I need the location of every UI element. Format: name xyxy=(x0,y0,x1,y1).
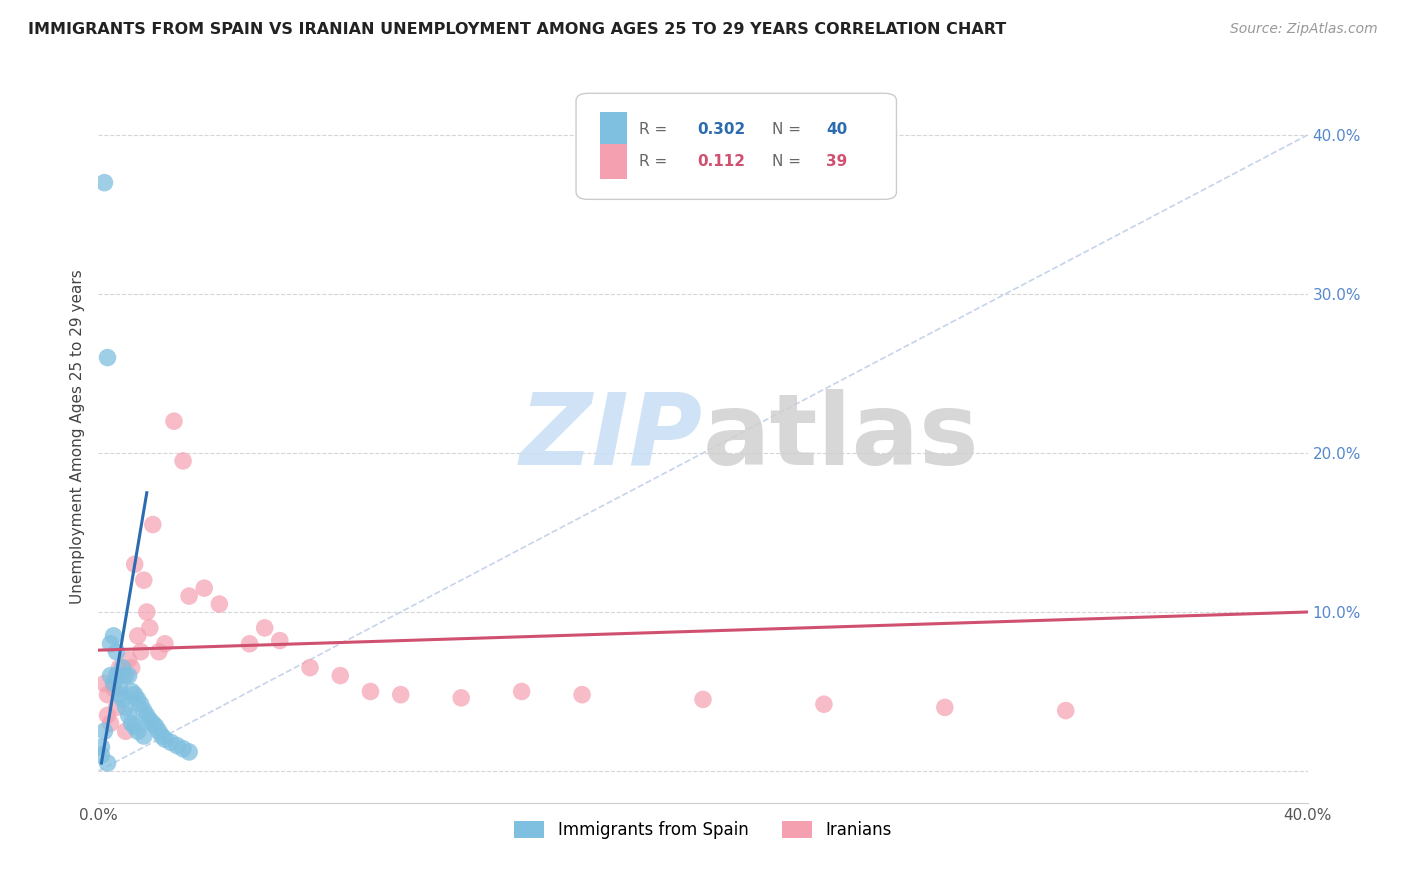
Point xyxy=(179,589,201,603)
Point xyxy=(105,645,128,659)
Point xyxy=(124,688,146,702)
Point xyxy=(108,688,131,702)
Point xyxy=(510,684,533,698)
Point xyxy=(148,645,170,659)
Point xyxy=(153,732,176,747)
Point xyxy=(132,704,155,718)
Text: N =: N = xyxy=(772,121,806,136)
Y-axis label: Unemployment Among Ages 25 to 29 years: Unemployment Among Ages 25 to 29 years xyxy=(69,269,84,605)
Point xyxy=(450,690,472,705)
Point xyxy=(934,700,956,714)
Point xyxy=(90,740,112,755)
Text: ZIP: ZIP xyxy=(520,389,703,485)
Point xyxy=(129,645,152,659)
Point xyxy=(193,581,215,595)
Point xyxy=(105,668,128,682)
Point xyxy=(93,676,115,690)
Point xyxy=(179,745,201,759)
Point xyxy=(108,681,131,696)
Point xyxy=(139,621,162,635)
Point xyxy=(100,668,122,682)
Point xyxy=(93,176,115,190)
Point xyxy=(813,697,835,711)
Point xyxy=(111,668,134,682)
Point xyxy=(100,637,122,651)
Point xyxy=(129,697,152,711)
Point xyxy=(118,653,141,667)
Point xyxy=(127,692,149,706)
Text: 40: 40 xyxy=(827,121,848,136)
Point xyxy=(269,633,291,648)
Text: IMMIGRANTS FROM SPAIN VS IRANIAN UNEMPLOYMENT AMONG AGES 25 TO 29 YEARS CORRELAT: IMMIGRANTS FROM SPAIN VS IRANIAN UNEMPLO… xyxy=(28,22,1007,37)
Text: atlas: atlas xyxy=(703,389,980,485)
Point xyxy=(153,637,176,651)
Text: R =: R = xyxy=(638,153,676,169)
Point xyxy=(114,668,136,682)
Point xyxy=(105,700,128,714)
Point xyxy=(145,719,167,733)
Point xyxy=(121,716,143,731)
Point xyxy=(135,708,157,723)
Point xyxy=(127,724,149,739)
Point xyxy=(172,454,194,468)
Point xyxy=(142,716,165,731)
Point xyxy=(96,756,118,770)
Point xyxy=(121,660,143,674)
Point xyxy=(150,729,173,743)
Point xyxy=(135,605,157,619)
Point xyxy=(90,748,112,763)
Point xyxy=(360,684,382,698)
Point xyxy=(166,739,188,753)
Text: 39: 39 xyxy=(827,153,848,169)
Point xyxy=(114,700,136,714)
Point xyxy=(111,660,134,674)
Point xyxy=(96,688,118,702)
Point xyxy=(114,724,136,739)
Point xyxy=(108,660,131,674)
Point xyxy=(132,729,155,743)
Point xyxy=(172,741,194,756)
FancyBboxPatch shape xyxy=(600,144,627,179)
Point xyxy=(103,681,125,696)
Point xyxy=(571,688,593,702)
Point xyxy=(1054,704,1077,718)
Point xyxy=(118,708,141,723)
Point xyxy=(692,692,714,706)
Text: 0.112: 0.112 xyxy=(697,153,745,169)
Point xyxy=(208,597,231,611)
Point xyxy=(239,637,262,651)
Point xyxy=(253,621,276,635)
Point xyxy=(124,719,146,733)
Point xyxy=(96,708,118,723)
Text: N =: N = xyxy=(772,153,806,169)
Point xyxy=(139,713,162,727)
Point xyxy=(142,517,165,532)
Point xyxy=(160,735,183,749)
Point xyxy=(132,573,155,587)
Point xyxy=(148,724,170,739)
Point xyxy=(124,558,146,572)
Text: 0.302: 0.302 xyxy=(697,121,745,136)
FancyBboxPatch shape xyxy=(600,112,627,146)
Point xyxy=(111,692,134,706)
Point xyxy=(389,688,412,702)
Point xyxy=(93,724,115,739)
Point xyxy=(118,668,141,682)
Point xyxy=(103,676,125,690)
FancyBboxPatch shape xyxy=(576,94,897,200)
Point xyxy=(103,629,125,643)
Point xyxy=(121,684,143,698)
Point xyxy=(127,629,149,643)
Point xyxy=(299,660,322,674)
Text: R =: R = xyxy=(638,121,672,136)
Text: Source: ZipAtlas.com: Source: ZipAtlas.com xyxy=(1230,22,1378,37)
Legend: Immigrants from Spain, Iranians: Immigrants from Spain, Iranians xyxy=(508,814,898,846)
Point xyxy=(329,668,352,682)
Point xyxy=(96,351,118,365)
Point xyxy=(163,414,186,428)
Point xyxy=(100,716,122,731)
